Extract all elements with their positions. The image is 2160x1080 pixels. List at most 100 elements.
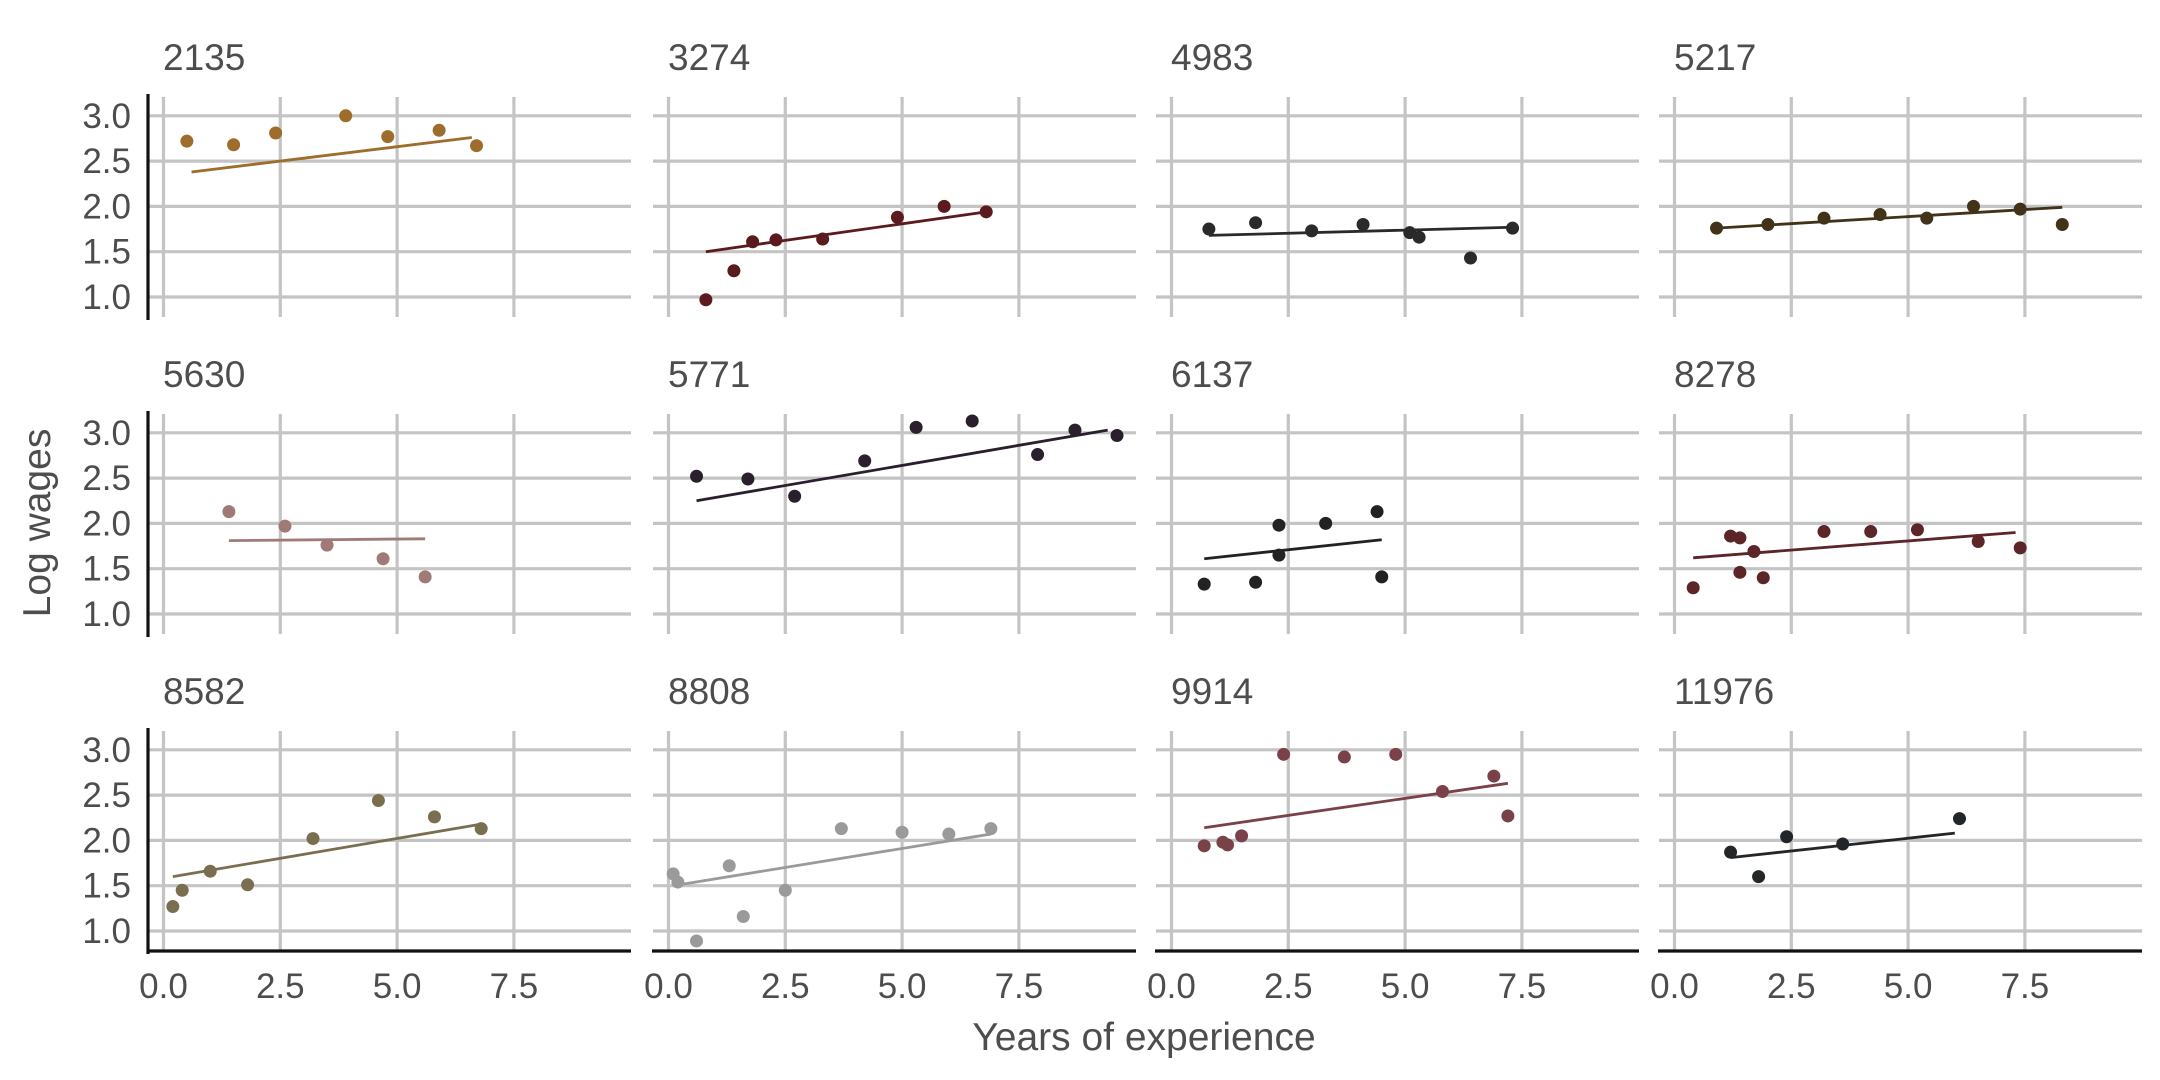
- data-point: [1202, 222, 1216, 236]
- data-point: [1464, 251, 1478, 265]
- panel-title: 8278: [1674, 354, 1756, 395]
- y-tick-label: 2.5: [82, 459, 131, 498]
- fit-line: [1204, 538, 1382, 561]
- data-point: [470, 139, 484, 153]
- data-point: [1952, 812, 1966, 826]
- data-point: [1272, 518, 1286, 532]
- x-tick-label: 0.0: [139, 967, 188, 1006]
- data-point: [890, 210, 904, 224]
- y-tick-label: 1.5: [82, 867, 131, 906]
- panel-title: 6137: [1171, 354, 1253, 395]
- x-tick-label: 0.0: [644, 967, 693, 1006]
- panel-8582: 8582 1.0 1.5 2.0 2.5 3.0 0.0 2.5 5.0 7.5: [82, 671, 631, 1006]
- data-point: [1337, 750, 1351, 764]
- y-tick-label: 1.0: [82, 278, 131, 317]
- data-point: [1031, 448, 1045, 462]
- data-point: [699, 293, 713, 307]
- y-tick-label: 3.0: [82, 97, 131, 136]
- data-point: [2013, 541, 2027, 555]
- data-point: [722, 859, 736, 873]
- fit-line: [672, 832, 992, 888]
- data-point: [909, 420, 923, 434]
- panel-title: 2135: [163, 37, 245, 78]
- y-tick-label: 2.0: [82, 821, 131, 860]
- data-point: [2013, 202, 2027, 216]
- x-tick-label: 7.5: [2001, 967, 2050, 1006]
- data-point: [1756, 571, 1770, 585]
- x-tick-label: 7.5: [995, 967, 1044, 1006]
- data-point: [736, 910, 750, 924]
- data-point: [222, 505, 236, 519]
- data-point: [180, 134, 194, 148]
- panel-4983: 4983: [1156, 37, 1639, 317]
- data-point: [339, 109, 353, 123]
- data-point: [1249, 216, 1263, 230]
- data-point: [1435, 784, 1449, 798]
- data-point: [1864, 525, 1878, 539]
- data-point: [1501, 809, 1515, 823]
- data-point: [1197, 839, 1211, 853]
- y-tick-label: 1.5: [82, 550, 131, 589]
- data-point: [858, 454, 872, 468]
- data-point: [1733, 531, 1747, 545]
- data-point: [371, 794, 385, 808]
- panel-5771: 5771: [653, 354, 1136, 634]
- fit-line: [1693, 531, 2016, 560]
- data-point: [1487, 769, 1501, 783]
- panel-title: 5630: [163, 354, 245, 395]
- y-axis-title: Log wages: [16, 429, 59, 618]
- data-point: [788, 489, 802, 503]
- data-point: [741, 472, 755, 486]
- panel-title: 8808: [668, 671, 750, 712]
- x-tick-label: 0.0: [1147, 967, 1196, 1006]
- data-point: [1724, 845, 1738, 859]
- panel-6137: 6137: [1156, 354, 1639, 634]
- data-point: [727, 264, 741, 278]
- data-point: [269, 126, 283, 140]
- data-point: [965, 414, 979, 428]
- x-tick-label: 5.0: [1381, 967, 1430, 1006]
- data-point: [979, 205, 993, 219]
- data-point: [1221, 838, 1235, 852]
- panel-title: 5217: [1674, 37, 1756, 78]
- fit-line: [696, 428, 1108, 503]
- fit-line: [1208, 225, 1513, 237]
- data-point: [1910, 523, 1924, 537]
- y-tick-label: 2.5: [82, 776, 131, 815]
- data-point: [778, 883, 792, 897]
- panel-title: 4983: [1171, 37, 1253, 78]
- data-point: [1873, 208, 1887, 222]
- panel-3274: 3274: [653, 37, 1136, 317]
- panel-title: 11976: [1674, 671, 1774, 712]
- data-point: [1710, 221, 1724, 235]
- x-tick-label: 5.0: [373, 967, 422, 1006]
- data-point: [895, 825, 909, 839]
- data-point: [1747, 544, 1761, 558]
- data-point: [816, 232, 830, 246]
- data-point: [984, 822, 998, 836]
- y-tick-label: 1.0: [82, 912, 131, 951]
- x-tick-label: 2.5: [1264, 967, 1313, 1006]
- panel-5630: 5630 1.0 1.5 2.0 2.5 3.0: [82, 354, 631, 637]
- data-point: [376, 552, 390, 566]
- data-point: [1370, 505, 1384, 519]
- data-point: [1817, 525, 1831, 539]
- data-point: [1356, 218, 1370, 232]
- data-point: [1110, 429, 1124, 443]
- data-point: [427, 810, 441, 824]
- data-point: [1920, 211, 1934, 225]
- y-tick-label: 2.0: [82, 187, 131, 226]
- data-point: [769, 233, 783, 247]
- y-tick-label: 2.5: [82, 142, 131, 181]
- data-point: [278, 519, 292, 533]
- data-point: [474, 822, 488, 836]
- data-point: [1375, 570, 1389, 584]
- x-tick-label: 7.5: [490, 967, 539, 1006]
- data-point: [175, 883, 189, 897]
- panel-5217: 5217: [1659, 37, 2142, 317]
- data-point: [1319, 516, 1333, 530]
- data-point: [306, 832, 320, 846]
- data-point: [1235, 829, 1249, 843]
- data-point: [690, 469, 704, 483]
